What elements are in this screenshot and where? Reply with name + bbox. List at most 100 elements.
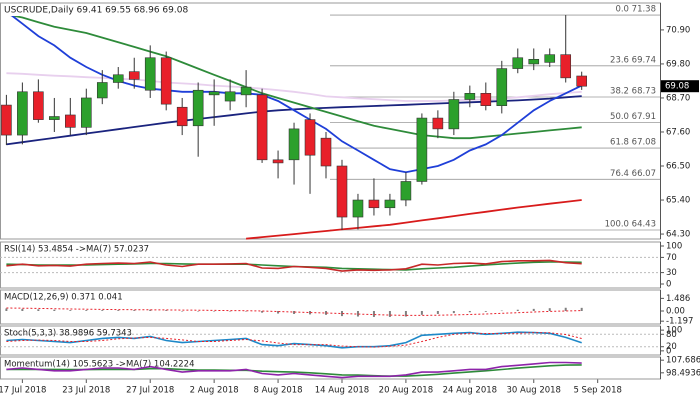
y-tick-label: 65.40 xyxy=(666,196,690,206)
x-tick-label: 20 Aug 2018 xyxy=(379,386,433,396)
y-tick-label: 67.60 xyxy=(666,127,690,137)
last-price-box xyxy=(661,80,699,93)
histogram-bar xyxy=(229,310,232,312)
candle-body xyxy=(49,116,60,120)
indicator-line xyxy=(6,361,582,379)
histogram-bar xyxy=(245,310,248,312)
chart-title: USCRUDE,Daily 69.41 69.55 68.96 69.08 xyxy=(4,6,188,16)
histogram-bar xyxy=(340,310,343,317)
indicator-line xyxy=(6,364,582,377)
indicator-line xyxy=(6,332,582,348)
x-tick-label: 17 Jul 2018 xyxy=(0,386,46,396)
histogram-bar xyxy=(420,310,423,315)
histogram-bar xyxy=(5,308,8,311)
candle-body xyxy=(288,128,300,161)
histogram-bar xyxy=(165,310,168,311)
x-tick-label: 30 Aug 2018 xyxy=(507,386,561,396)
candle-body xyxy=(384,199,396,209)
indicator-line xyxy=(6,331,582,349)
x-tick-label: 2 Aug 2018 xyxy=(190,386,239,396)
x-tick-label: 23 Jul 2018 xyxy=(62,386,110,396)
candle-body xyxy=(416,117,428,182)
candle-body xyxy=(336,165,348,218)
histogram-bar xyxy=(516,309,519,311)
x-tick-label: 14 Aug 2018 xyxy=(315,386,369,396)
histogram-bar xyxy=(436,310,439,314)
y-tick-label: 107.6860 xyxy=(666,356,700,366)
candle-body xyxy=(176,106,188,127)
histogram-bar xyxy=(309,310,312,315)
title-bg xyxy=(1,4,206,16)
candle-body xyxy=(17,91,28,136)
y-tick-label: 68.70 xyxy=(666,93,690,103)
candle-body xyxy=(144,57,156,91)
candle-body xyxy=(368,199,380,209)
last-price-label: 69.08 xyxy=(665,82,689,92)
x-tick-label: 27 Jul 2018 xyxy=(126,386,174,396)
histogram-bar xyxy=(21,308,24,311)
histogram-bar xyxy=(532,308,535,311)
histogram-bar xyxy=(261,310,264,313)
candle-body xyxy=(208,91,220,96)
candle-body xyxy=(160,57,172,105)
histogram-bar xyxy=(580,307,583,311)
x-tick-label: 24 Aug 2018 xyxy=(443,386,497,396)
histogram-bar xyxy=(85,310,88,311)
y-tick-label: 100 xyxy=(666,326,682,336)
candle-body xyxy=(112,74,124,83)
histogram-bar xyxy=(53,309,56,311)
candle-body xyxy=(304,119,316,156)
fib-label: 61.8 67.08 xyxy=(610,138,656,148)
fib-label: 100.0 64.43 xyxy=(605,220,656,230)
y-tick-label: 20 xyxy=(666,342,677,352)
histogram-bar xyxy=(117,310,120,311)
histogram-bar xyxy=(484,310,487,312)
candle-body xyxy=(80,97,92,128)
candle-body xyxy=(480,93,492,106)
y-tick-label: 69.80 xyxy=(666,59,690,69)
y-tick-label: 0 xyxy=(666,280,671,290)
candle-body xyxy=(576,75,587,87)
x-tick-label: 8 Aug 2018 xyxy=(254,386,303,396)
y-tick-label: 70 xyxy=(666,253,677,263)
candle-body xyxy=(496,68,508,106)
x-tick-label: 5 Sep 2018 xyxy=(573,386,621,396)
candle-body xyxy=(544,54,556,63)
y-tick-label: 70.90 xyxy=(666,25,690,35)
y-tick-label: 98.4936 xyxy=(666,368,700,378)
y-tick-label: 30 xyxy=(666,268,677,278)
panel-title: Momentum(14) 105.5623 ->MA(7) 104.2224 xyxy=(4,360,194,370)
fib-label: 0.0 71.38 xyxy=(615,5,656,15)
panel-title: RSI(14) 53.4854 ->MA(7) 57.0237 xyxy=(4,245,149,255)
candle-body xyxy=(1,104,12,136)
fib-label: 23.6 69.74 xyxy=(610,55,656,65)
fib-label: 38.2 68.73 xyxy=(610,87,656,97)
candle-body xyxy=(512,57,524,69)
candle-body xyxy=(432,117,444,130)
histogram-bar xyxy=(356,310,359,317)
histogram-bar xyxy=(388,310,391,317)
candle-body xyxy=(320,137,332,167)
y-tick-label: 64.30 xyxy=(666,230,690,240)
histogram-bar xyxy=(213,310,216,312)
candle-body xyxy=(33,91,44,120)
y-tick-label: 0.00 xyxy=(666,306,685,316)
y-tick-label: 66.50 xyxy=(666,162,690,172)
fib-label: 50.0 67.91 xyxy=(610,112,656,122)
histogram-bar xyxy=(468,310,471,313)
indicator-line xyxy=(246,199,582,240)
candle-body xyxy=(272,159,284,164)
y-tick-label: 0 xyxy=(666,346,671,356)
histogram-bar xyxy=(37,309,40,311)
panel-title: Stoch(5,3,3) 38.9896 59.7343 xyxy=(4,329,132,339)
candle-body xyxy=(96,82,108,99)
histogram-bar xyxy=(372,310,375,317)
histogram-bar xyxy=(325,310,328,315)
candle-body xyxy=(192,89,204,127)
y-tick-label: 80 xyxy=(666,330,677,340)
histogram-bar xyxy=(133,310,136,311)
candle-body xyxy=(240,86,252,96)
histogram-bar xyxy=(564,307,567,311)
